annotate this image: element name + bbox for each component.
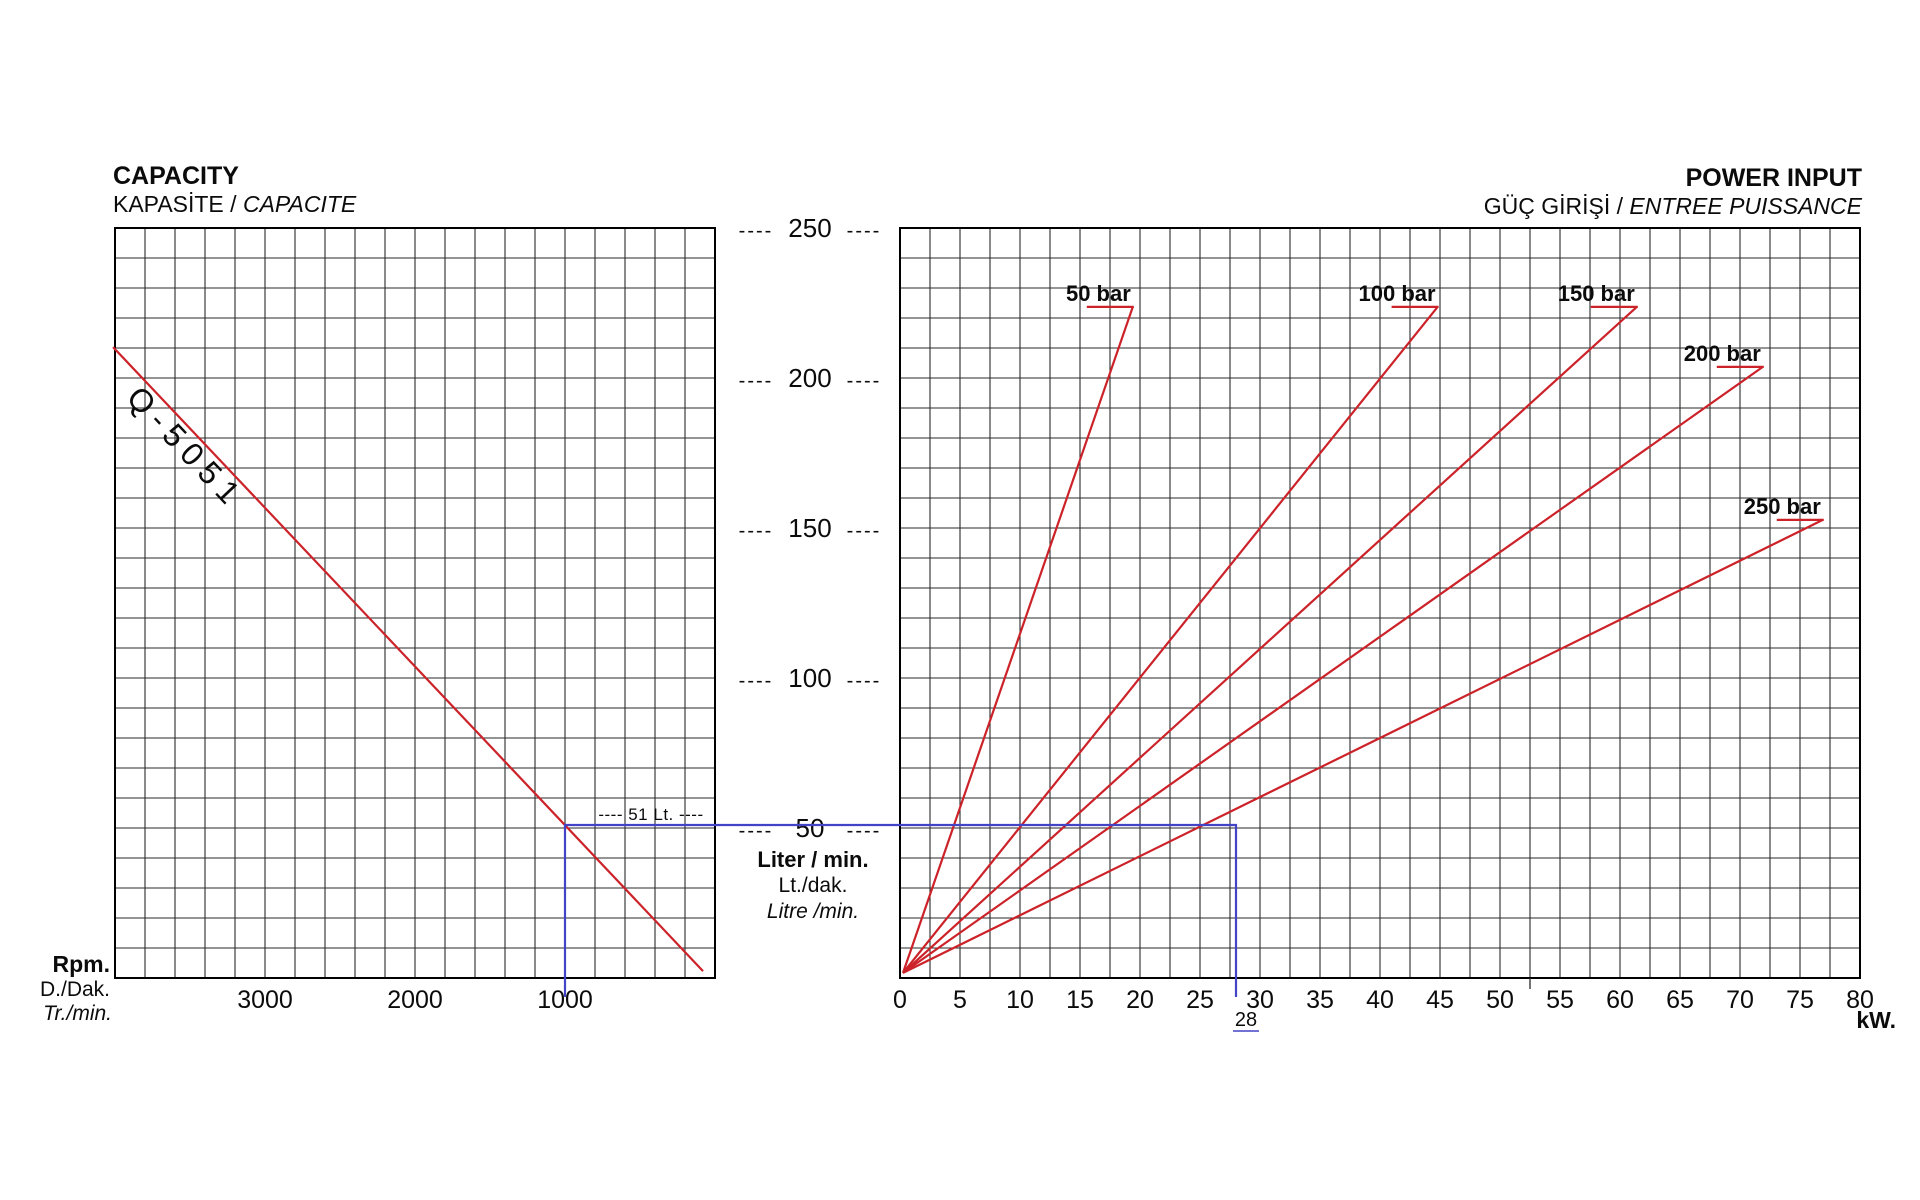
- kw-tick-label: 45: [1426, 986, 1454, 1014]
- annotation-kw-label: 28: [1235, 1009, 1257, 1031]
- kw-tick-label: 5: [953, 986, 967, 1014]
- rpm-tick-label: 2000: [387, 986, 443, 1014]
- rpm-axis-label-fr: Tr./min.: [43, 1002, 112, 1025]
- kw-tick-label: 60: [1606, 986, 1634, 1014]
- pressure-line-label: 200 bar: [1684, 341, 1761, 366]
- pressure-line-label: 100 bar: [1359, 281, 1436, 306]
- liters-scale-value: 150: [788, 513, 831, 543]
- power-input-subtitle: GÜÇ GİRİŞİ / ENTREE PUISSANCE: [1484, 193, 1863, 219]
- kw-tick-label: 0: [893, 986, 907, 1014]
- kw-axis-label: kW.: [1856, 1007, 1896, 1033]
- kw-tick-label: 50: [1486, 986, 1514, 1014]
- kw-tick-label: 70: [1726, 986, 1754, 1014]
- capacity-grid-border: [114, 227, 716, 979]
- annotation-liters-label: ---- 51 Lt. ----: [598, 805, 703, 824]
- power-input-subtitle-main: GÜÇ GİRİŞİ /: [1484, 193, 1630, 219]
- kw-tick-label: 20: [1126, 986, 1154, 1014]
- kw-tick-label: 25: [1186, 986, 1214, 1014]
- liters-scale-dash-left: ----: [739, 820, 774, 842]
- liters-scale-dash-right: ----: [847, 670, 882, 692]
- capacity-line: [112, 346, 704, 972]
- capacity-line-label-group: Q-5051: [120, 379, 252, 516]
- liters-axis-label: Liter / min.: [757, 847, 868, 872]
- capacity-grid: [114, 227, 716, 979]
- capacity-title: CAPACITY: [113, 162, 239, 190]
- liters-scale-value: 100: [788, 663, 831, 693]
- kw-tick-label: 35: [1306, 986, 1334, 1014]
- liters-scale-dash-left: ----: [739, 370, 774, 392]
- pressure-line-label: 50 bar: [1066, 281, 1131, 306]
- kw-tick-label: 65: [1666, 986, 1694, 1014]
- power-input-grid-border: [899, 227, 1861, 979]
- grid-layer: [114, 227, 1861, 989]
- power-input-title: POWER INPUT: [1686, 164, 1862, 192]
- power-input-grid: [899, 227, 1861, 979]
- pressure-line: [902, 306, 1439, 974]
- rpm-axis-label-tr: D./Dak.: [40, 978, 110, 1001]
- center-scale-layer: ---- 250 ---- ---- 200 ---- ---- 150 ---- ---- 100…: [739, 213, 882, 843]
- pressure-line: [902, 366, 1764, 974]
- pressure-line-group: 200 bar: [902, 341, 1764, 974]
- rpm-tick-label: 3000: [237, 986, 293, 1014]
- pressure-line-label: 150 bar: [1558, 281, 1635, 306]
- liters-scale-value: 200: [788, 363, 831, 393]
- liters-scale-dash-left: ----: [739, 220, 774, 242]
- pressure-line: [902, 518, 1824, 974]
- pressure-line: [902, 306, 1638, 974]
- series-layer: Q-5051 50 bar 100 bar 150 bar 200 bar 250 bar: [112, 281, 1824, 974]
- annotation-layer: ---- 51 Lt. ---- 28: [563, 805, 1259, 1032]
- pressure-line-group: 250 bar: [902, 494, 1824, 974]
- pressure-line: [901, 306, 1134, 974]
- pressure-line-group: 100 bar: [902, 281, 1439, 974]
- annotation-trace: [563, 823, 1238, 997]
- capacity-subtitle-main: KAPASİTE /: [113, 191, 243, 217]
- pressure-line-group: 150 bar: [902, 281, 1638, 974]
- liters-scale-dash-left: ----: [739, 520, 774, 542]
- liters-scale-dash-right: ----: [847, 370, 882, 392]
- liters-axis-label-tr: Lt./dak.: [779, 874, 848, 897]
- pressure-line-group: 50 bar: [901, 281, 1134, 974]
- kw-tick-label: 80: [1846, 986, 1874, 1014]
- kw-tick-label: 75: [1786, 986, 1814, 1014]
- power-input-subtitle-italic: ENTREE PUISSANCE: [1629, 193, 1862, 219]
- kw-tick-label: 40: [1366, 986, 1394, 1014]
- liters-scale-value: 250: [788, 213, 831, 243]
- axis-tick-layer: 3000 2000 1000 0 5 10 15 20 25 30 35 40 45 50 55 60 65 70…: [237, 986, 1874, 1014]
- liters-scale-dash-left: ----: [739, 670, 774, 692]
- rpm-axis-label: Rpm.: [53, 951, 111, 977]
- kw-tick-label: 55: [1546, 986, 1574, 1014]
- kw-tick-label: 10: [1006, 986, 1034, 1014]
- liters-scale-dash-right: ----: [847, 520, 882, 542]
- kw-tick-label: 15: [1066, 986, 1094, 1014]
- pressure-line-label: 250 bar: [1744, 494, 1821, 519]
- liters-scale-dash-right: ----: [847, 220, 882, 242]
- capacity-subtitle-italic: CAPACITE: [243, 191, 357, 217]
- kw-tick-label: 30: [1246, 986, 1274, 1014]
- liters-scale-value: 50: [796, 813, 825, 843]
- capacity-line-label: Q-5051: [120, 379, 252, 516]
- liters-axis-label-fr: Litre /min.: [767, 900, 859, 923]
- capacity-subtitle: KAPASİTE / CAPACITE: [113, 191, 357, 217]
- liters-scale-dash-right: ----: [847, 820, 882, 842]
